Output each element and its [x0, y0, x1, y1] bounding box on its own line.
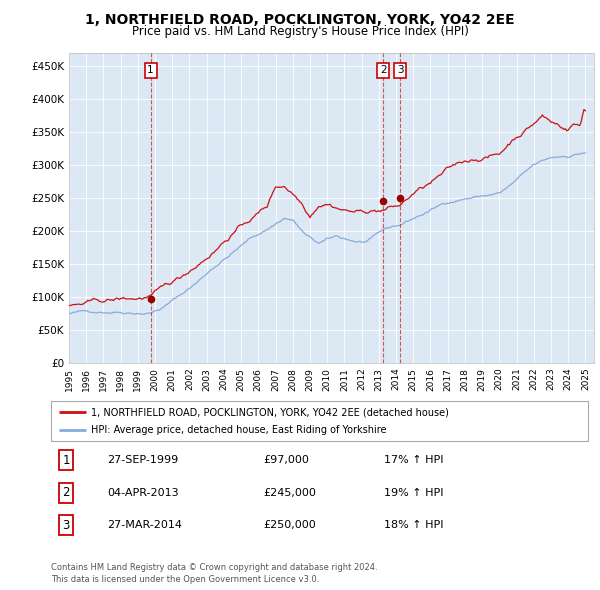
Text: HPI: Average price, detached house, East Riding of Yorkshire: HPI: Average price, detached house, East… — [91, 425, 387, 435]
Text: 1: 1 — [147, 65, 154, 75]
Text: 19% ↑ HPI: 19% ↑ HPI — [384, 488, 443, 497]
Text: £97,000: £97,000 — [263, 455, 309, 465]
Text: 18% ↑ HPI: 18% ↑ HPI — [384, 520, 443, 530]
Text: 2: 2 — [62, 486, 70, 499]
Text: £245,000: £245,000 — [263, 488, 316, 497]
Text: 1: 1 — [62, 454, 70, 467]
Text: 2: 2 — [380, 65, 386, 75]
Text: 04-APR-2013: 04-APR-2013 — [107, 488, 179, 497]
Text: 3: 3 — [62, 519, 70, 532]
Text: 27-SEP-1999: 27-SEP-1999 — [107, 455, 179, 465]
Text: 17% ↑ HPI: 17% ↑ HPI — [384, 455, 443, 465]
Text: 1, NORTHFIELD ROAD, POCKLINGTON, YORK, YO42 2EE: 1, NORTHFIELD ROAD, POCKLINGTON, YORK, Y… — [85, 13, 515, 27]
Text: 1, NORTHFIELD ROAD, POCKLINGTON, YORK, YO42 2EE (detached house): 1, NORTHFIELD ROAD, POCKLINGTON, YORK, Y… — [91, 407, 449, 417]
Text: Contains HM Land Registry data © Crown copyright and database right 2024.
This d: Contains HM Land Registry data © Crown c… — [51, 563, 377, 584]
Text: £250,000: £250,000 — [263, 520, 316, 530]
Text: 3: 3 — [397, 65, 403, 75]
Text: Price paid vs. HM Land Registry's House Price Index (HPI): Price paid vs. HM Land Registry's House … — [131, 25, 469, 38]
Text: 27-MAR-2014: 27-MAR-2014 — [107, 520, 182, 530]
